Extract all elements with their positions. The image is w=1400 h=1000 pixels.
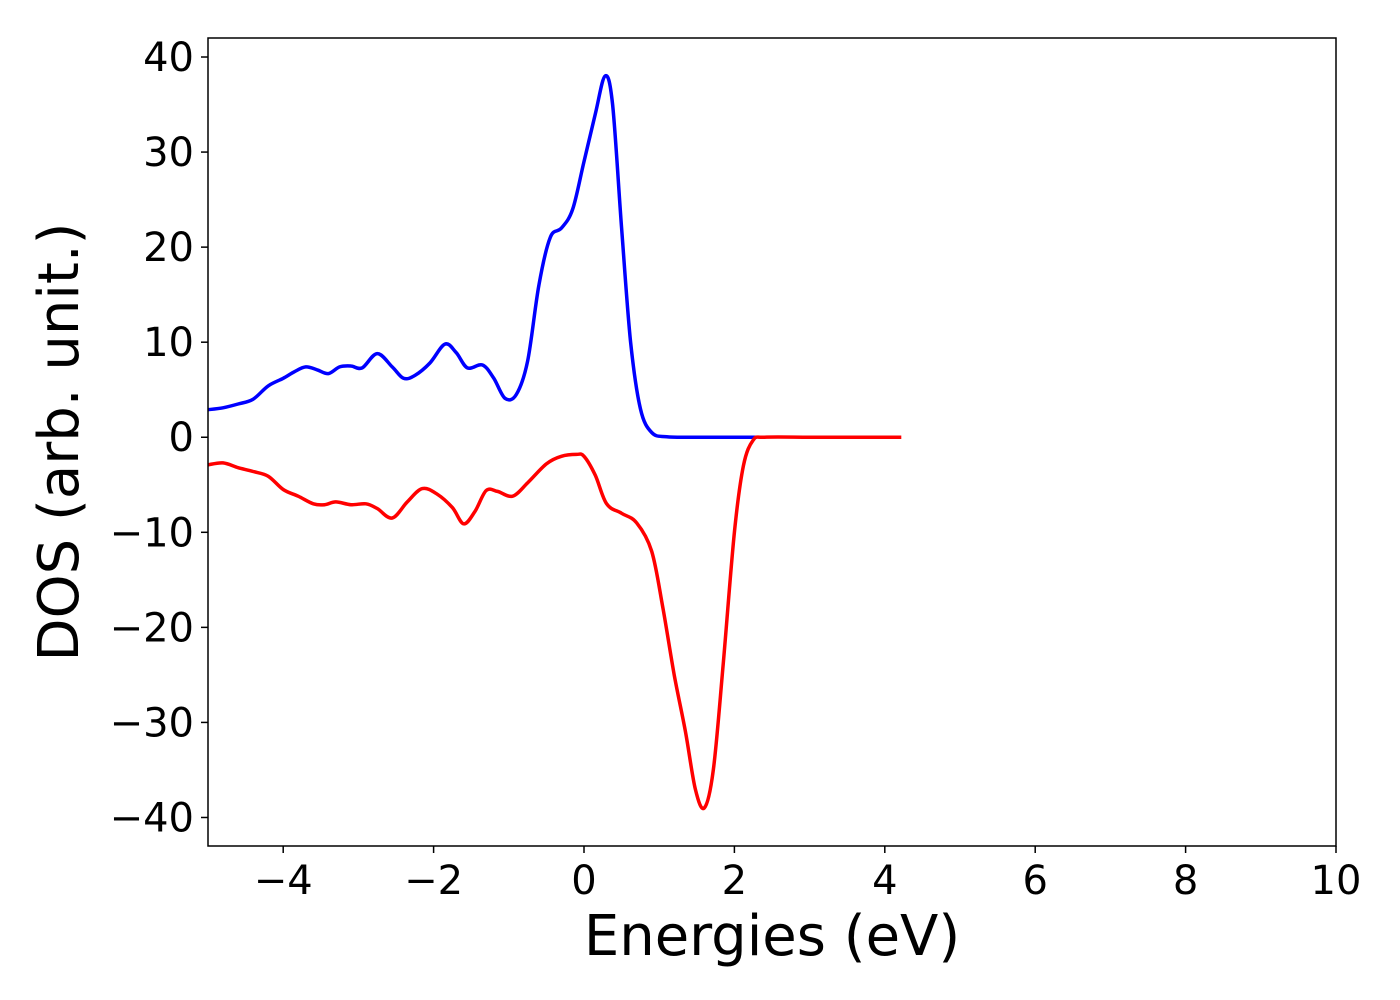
- y-tick-label: −10: [110, 510, 194, 556]
- dos-series-line-2: [208, 435, 902, 811]
- x-tick-label: 2: [722, 858, 747, 904]
- y-tick-label: 30: [143, 130, 194, 176]
- plot-area-frame: [207, 37, 1337, 847]
- series-layer: [208, 73, 902, 811]
- y-tick-label: −20: [110, 605, 194, 651]
- y-tick-label: 10: [143, 320, 194, 366]
- x-tick-label: 8: [1173, 858, 1198, 904]
- x-tick-label: 4: [872, 858, 897, 904]
- dos-series-line-1: [208, 73, 757, 440]
- x-tick-label: 0: [571, 858, 596, 904]
- y-tick-label: −30: [110, 700, 194, 746]
- x-tick-label: −2: [404, 858, 463, 904]
- y-axis-label: DOS (arb. unit.): [27, 222, 92, 661]
- x-tick-label: −4: [254, 858, 313, 904]
- y-tick-label: 0: [169, 415, 194, 461]
- y-tick-label: 20: [143, 225, 194, 271]
- y-tick-label: 40: [143, 35, 194, 81]
- y-tick-label: −40: [110, 795, 194, 841]
- x-tick-label: 6: [1022, 858, 1047, 904]
- x-axis-label: Energies (eV): [584, 904, 960, 969]
- x-tick-label: 10: [1311, 858, 1362, 904]
